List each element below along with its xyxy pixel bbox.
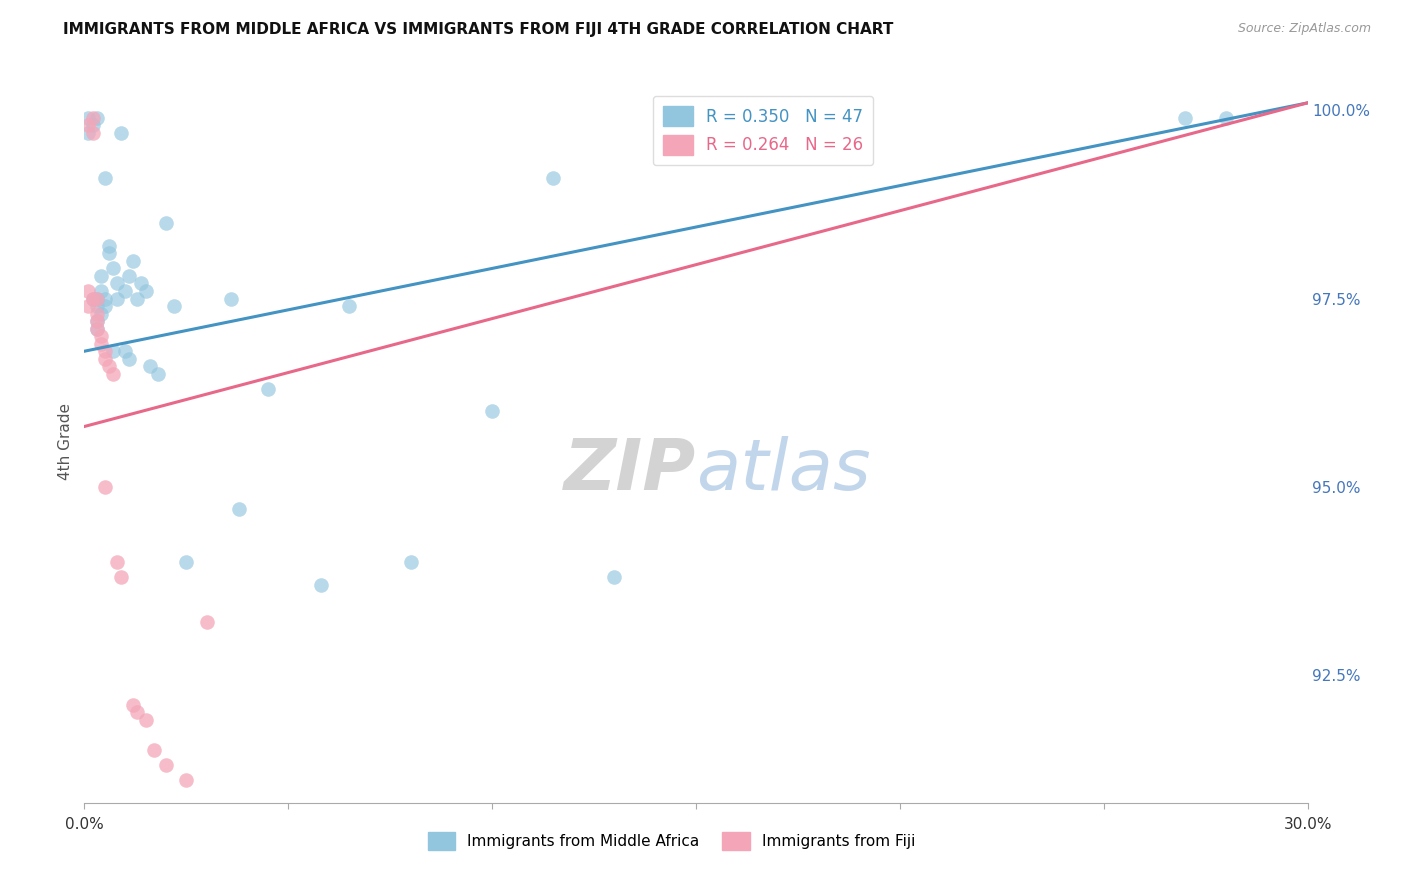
Point <box>101 261 124 276</box>
Point <box>86 111 108 125</box>
Point <box>93 344 115 359</box>
Point <box>603 570 626 584</box>
Point <box>142 743 165 757</box>
Point <box>86 292 108 306</box>
Point <box>135 713 157 727</box>
Point <box>127 706 149 720</box>
Point <box>481 404 503 418</box>
Point <box>82 126 104 140</box>
Point <box>93 171 115 186</box>
Text: ZIP: ZIP <box>564 436 696 505</box>
Point <box>174 555 197 569</box>
Point <box>399 555 422 569</box>
Point <box>86 321 108 335</box>
Text: IMMIGRANTS FROM MIDDLE AFRICA VS IMMIGRANTS FROM FIJI 4TH GRADE CORRELATION CHAR: IMMIGRANTS FROM MIDDLE AFRICA VS IMMIGRA… <box>63 22 894 37</box>
Text: Source: ZipAtlas.com: Source: ZipAtlas.com <box>1237 22 1371 36</box>
Point <box>219 292 242 306</box>
Point <box>77 126 100 140</box>
Point <box>105 277 128 291</box>
Point <box>1215 111 1237 125</box>
Point <box>135 284 157 298</box>
Point <box>93 480 115 494</box>
Point <box>77 111 100 125</box>
Point <box>309 577 332 591</box>
Point <box>543 171 565 186</box>
Point <box>1174 111 1197 125</box>
Point <box>86 307 108 321</box>
Point <box>90 336 112 351</box>
Point <box>127 292 149 306</box>
Point <box>110 126 132 140</box>
Point <box>77 119 100 133</box>
Point <box>86 314 108 328</box>
Point <box>146 367 169 381</box>
Point <box>155 216 177 230</box>
Point <box>118 351 141 366</box>
Point <box>86 292 108 306</box>
Point <box>118 268 141 283</box>
Point <box>93 292 115 306</box>
Point <box>97 359 120 374</box>
Point <box>114 344 136 359</box>
Point <box>90 284 112 298</box>
Point <box>787 111 810 125</box>
Point <box>228 502 250 516</box>
Point <box>339 299 361 313</box>
Point <box>174 773 197 788</box>
Point <box>97 239 120 253</box>
Point <box>90 307 112 321</box>
Point <box>82 292 104 306</box>
Point <box>77 284 100 298</box>
Text: atlas: atlas <box>696 436 870 505</box>
Point <box>86 299 108 313</box>
Point <box>105 555 128 569</box>
Point <box>122 254 145 268</box>
Point <box>101 344 124 359</box>
Point <box>86 314 108 328</box>
Point <box>114 284 136 298</box>
Point <box>195 615 218 630</box>
Point <box>101 367 124 381</box>
Point <box>82 119 104 133</box>
Point <box>90 329 112 343</box>
Point <box>122 698 145 712</box>
Point <box>138 359 160 374</box>
Point <box>82 111 104 125</box>
Point <box>93 299 115 313</box>
Point <box>90 268 112 283</box>
Point <box>105 292 128 306</box>
Point <box>155 758 177 772</box>
Legend: Immigrants from Middle Africa, Immigrants from Fiji: Immigrants from Middle Africa, Immigrant… <box>422 826 921 856</box>
Point <box>77 299 100 313</box>
Y-axis label: 4th Grade: 4th Grade <box>58 403 73 480</box>
Point <box>93 351 115 366</box>
Point <box>257 382 280 396</box>
Point <box>163 299 186 313</box>
Point <box>110 570 132 584</box>
Point <box>82 292 104 306</box>
Point <box>86 321 108 335</box>
Point <box>97 246 120 260</box>
Point <box>131 277 153 291</box>
